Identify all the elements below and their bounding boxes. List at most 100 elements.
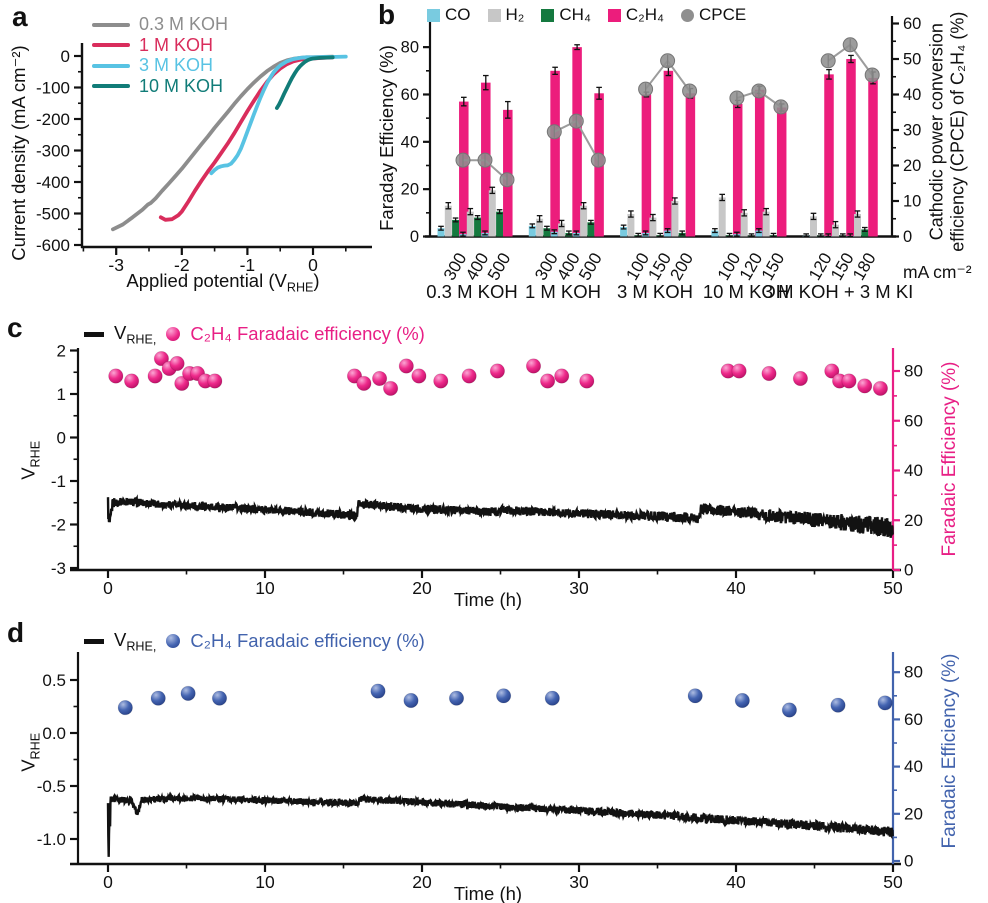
panel-label-d: d bbox=[7, 617, 25, 648]
svg-text:-1: -1 bbox=[51, 472, 66, 491]
svg-text:50: 50 bbox=[883, 872, 903, 892]
svg-text:40: 40 bbox=[903, 86, 921, 104]
panel-label-b: b bbox=[378, 0, 396, 30]
svg-text:40: 40 bbox=[904, 461, 923, 480]
svg-text:0: 0 bbox=[904, 852, 913, 871]
svg-text:0: 0 bbox=[308, 255, 318, 275]
svg-text:-1.0: -1.0 bbox=[37, 830, 66, 849]
svg-text:60: 60 bbox=[904, 411, 923, 430]
svg-text:-3: -3 bbox=[51, 559, 66, 578]
svg-text:-400: -400 bbox=[36, 173, 70, 192]
svg-text:1 M KOH: 1 M KOH bbox=[525, 281, 601, 302]
svg-text:-100: -100 bbox=[36, 79, 70, 98]
legend-item-C₂H₄: C₂H₄ bbox=[607, 5, 664, 25]
svg-text:20: 20 bbox=[401, 181, 419, 199]
legend-item-CPCE: CPCE bbox=[680, 5, 746, 25]
legend-item-3-M-KOH: 3 M KOH bbox=[92, 55, 228, 76]
svg-text:80: 80 bbox=[904, 663, 923, 682]
svg-text:3 M KOH + 3 M KI: 3 M KOH + 3 M KI bbox=[763, 281, 914, 302]
svg-text:40: 40 bbox=[726, 872, 746, 892]
svg-text:30: 30 bbox=[569, 578, 589, 598]
panel-a-xlabel: Applied potential (VRHE) bbox=[126, 270, 320, 295]
panel-c-xlabel: Time (h) bbox=[453, 589, 523, 610]
panel-b-legend: CO H₂ CH₄ C₂H₄ CPCE bbox=[427, 5, 746, 25]
svg-text:20: 20 bbox=[903, 157, 921, 175]
svg-text:500: 500 bbox=[484, 250, 515, 284]
legend-item-CO: CO bbox=[427, 5, 471, 25]
svg-text:0: 0 bbox=[904, 561, 913, 580]
svg-text:50: 50 bbox=[903, 51, 921, 69]
panel-label-c: c bbox=[7, 312, 23, 343]
legend-item-CH₄: CH₄ bbox=[541, 5, 591, 25]
svg-text:-200: -200 bbox=[36, 110, 70, 129]
legend-item-H₂: H₂ bbox=[487, 5, 524, 25]
svg-text:10 M KOH: 10 M KOH bbox=[703, 281, 789, 302]
panel-c-right-ylabel: Faradaic Efficiency (%) bbox=[939, 361, 960, 557]
legend-item-1-M-KOH: 1 M KOH bbox=[92, 35, 228, 56]
svg-text:10: 10 bbox=[255, 872, 275, 892]
svg-text:60: 60 bbox=[904, 710, 923, 729]
svg-text:0.0: 0.0 bbox=[42, 724, 66, 743]
panel-label-a: a bbox=[12, 1, 28, 32]
svg-text:20: 20 bbox=[904, 804, 923, 823]
svg-text:-500: -500 bbox=[36, 205, 70, 224]
svg-text:0: 0 bbox=[410, 228, 419, 246]
svg-text:-2: -2 bbox=[51, 516, 66, 535]
svg-text:80: 80 bbox=[904, 362, 923, 381]
svg-text:40: 40 bbox=[401, 133, 419, 151]
legend-scatter-label: C₂H₄ Faradaic efficiency (%) bbox=[190, 630, 425, 652]
svg-text:180: 180 bbox=[849, 250, 880, 284]
svg-text:0.5: 0.5 bbox=[42, 671, 66, 690]
svg-text:0: 0 bbox=[903, 228, 912, 246]
legend-vrhe-label: VRHE, bbox=[114, 629, 157, 654]
svg-text:1: 1 bbox=[57, 385, 66, 404]
legend-item-0-3-M-KOH: 0.3 M KOH bbox=[92, 14, 228, 35]
svg-text:20: 20 bbox=[412, 872, 432, 892]
svg-text:2: 2 bbox=[57, 342, 66, 361]
svg-text:20: 20 bbox=[904, 511, 923, 530]
svg-text:0: 0 bbox=[57, 429, 66, 448]
panel-b-ylabel-left: Faraday Efficiency (%) bbox=[376, 45, 397, 231]
legend-item-10-M-KOH: 10 M KOH bbox=[92, 76, 228, 97]
svg-text:40: 40 bbox=[904, 757, 923, 776]
panel-a-plot: 0 -100 -200 -300 -400 -500 -600 -3 -2 -1 0 bbox=[36, 43, 372, 275]
svg-text:3 M KOH: 3 M KOH bbox=[617, 281, 693, 302]
svg-text:20: 20 bbox=[412, 578, 432, 598]
panel-c-legend: VRHE, C₂H₄ Faradaic efficiency (%) bbox=[84, 322, 425, 347]
panel-b-unit-label: mA cm⁻² bbox=[903, 262, 972, 282]
svg-text:0: 0 bbox=[103, 872, 113, 892]
svg-text:60: 60 bbox=[401, 86, 419, 104]
panel-a-ylabel: Current density (mA cm⁻²) bbox=[8, 45, 29, 261]
svg-text:50: 50 bbox=[883, 578, 903, 598]
svg-text:-3: -3 bbox=[108, 255, 124, 275]
svg-text:-2: -2 bbox=[174, 255, 190, 275]
svg-text:0: 0 bbox=[61, 47, 70, 66]
line-swatch bbox=[84, 639, 104, 644]
panel-d-xlabel: Time (h) bbox=[453, 883, 523, 903]
svg-text:-1: -1 bbox=[240, 255, 256, 275]
svg-text:-300: -300 bbox=[36, 142, 70, 161]
panel-a-legend: 0.3 M KOH 1 M KOH 3 M KOH 10 M KOH bbox=[92, 14, 228, 97]
svg-text:80: 80 bbox=[401, 39, 419, 57]
svg-text:-0.5: -0.5 bbox=[37, 777, 66, 796]
svg-text:10: 10 bbox=[903, 193, 921, 211]
panel-c-ylabel: VRHE bbox=[17, 440, 43, 480]
sphere-swatch bbox=[166, 634, 181, 649]
panel-d-ylabel: VRHE bbox=[17, 732, 43, 772]
svg-text:0.3 M KOH: 0.3 M KOH bbox=[426, 281, 518, 302]
line-swatch bbox=[84, 332, 104, 337]
svg-text:150: 150 bbox=[758, 250, 789, 284]
svg-text:-600: -600 bbox=[36, 236, 70, 255]
panel-b-ylabel-right: Cathodic power conversion efficiency (CP… bbox=[926, 11, 967, 252]
sphere-swatch bbox=[166, 327, 181, 342]
svg-text:40: 40 bbox=[726, 578, 746, 598]
svg-text:500: 500 bbox=[575, 250, 606, 284]
svg-text:10: 10 bbox=[255, 578, 275, 598]
legend-vrhe-label: VRHE, bbox=[114, 322, 157, 347]
legend-scatter-label: C₂H₄ Faradaic efficiency (%) bbox=[190, 323, 425, 345]
svg-text:60: 60 bbox=[903, 15, 921, 33]
